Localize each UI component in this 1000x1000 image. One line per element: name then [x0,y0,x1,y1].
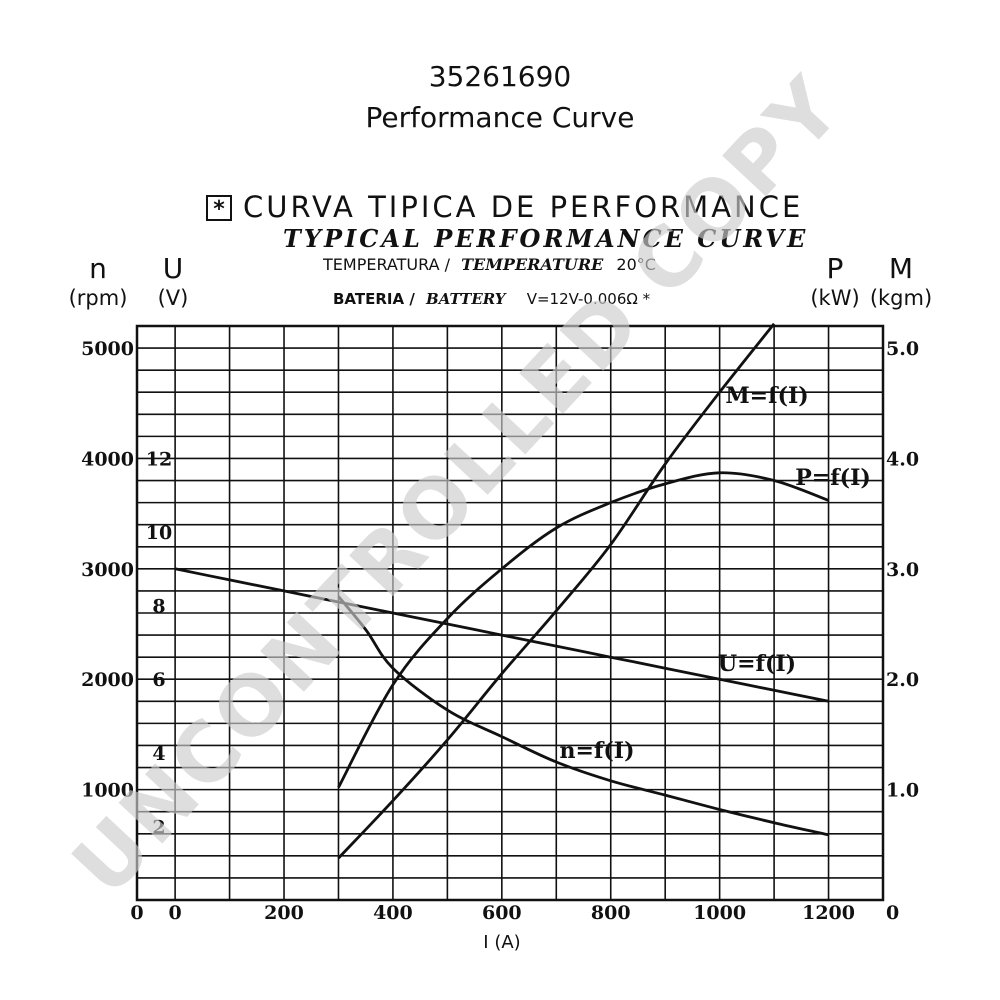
battery-label-pt: BATERIA / [333,290,415,308]
x-tick-label: 400 [373,902,413,924]
u-tick-label: 8 [152,596,165,618]
p-tick-label: 3.0 [886,559,919,581]
title-symbol-box: * [206,195,232,222]
chart-title-pt: CURVA TIPICA DE PERFORMANCE [243,190,803,224]
document-title: Performance Curve [365,101,635,134]
m-axis-unit: (kgm) [870,286,932,310]
n-tick-label: 4000 [81,448,134,470]
battery-line: BATERIA / BATTERY V=12V-0.006Ω * [333,290,651,308]
part-number: 35261690 [428,60,572,93]
x-axis-label: I (A) [483,932,520,953]
u-tick-label: 4 [152,743,165,765]
series-line-u [174,567,829,703]
temperature-value: 20°C [616,255,656,274]
plot-frame [135,324,885,902]
m-axis-symbol: M [889,252,913,285]
series-group: M=f(I) P=f(I) U=f(I) n=f(I) [174,322,871,860]
tick-labels: 0 200 400 600 800 1000 1200 0 1000 2000 3000 4000 50… [81,338,919,924]
x-tick-label: 800 [591,902,631,924]
p-axis-unit: (kW) [810,286,859,310]
n-tick-label: 5000 [81,338,134,360]
u-tick-label: 12 [146,448,172,470]
x-tick-label: 200 [264,902,304,924]
n-tick-label: 2000 [81,669,134,691]
u-axis-unit: (V) [158,286,189,310]
temperature-label-en: TEMPERATURE [461,255,604,274]
n-axis-unit: (rpm) [69,286,128,310]
chart-title-en: TYPICAL PERFORMANCE CURVE [283,224,808,253]
x-tick-label: 1000 [693,902,746,924]
p-tick-label: 2.0 [886,669,919,691]
x-tick-label: 1200 [802,902,855,924]
x-origin-label: 0 [130,902,143,924]
p-tick-label: 4.0 [886,448,919,470]
x-tick-label: 0 [168,902,181,924]
p-axis-symbol: P [827,252,844,285]
u-axis-symbol: U [163,252,184,285]
n-tick-label: 1000 [81,780,134,802]
series-line-p [337,471,829,789]
p-tick-label: 1.0 [886,780,919,802]
n-tick-label: 3000 [81,559,134,581]
x-tick-label: 600 [482,902,522,924]
temperature-line: TEMPERATURA / TEMPERATURE 20°C [322,255,656,274]
series-label-m: M=f(I) [725,383,808,409]
series-label-p: P=f(I) [795,465,871,491]
temperature-label-pt: TEMPERATURA / [322,255,451,274]
series-line-m [337,322,776,860]
p-tick-label: 5.0 [886,338,919,360]
n-axis-symbol: n [89,252,107,285]
series-label-u: U=f(I) [718,651,796,677]
u-tick-label: 2 [152,816,165,838]
u-tick-label: 6 [152,669,165,691]
title-symbol: * [213,197,225,222]
u-tick-label: 10 [146,522,172,544]
battery-label-en: BATTERY [425,290,507,308]
battery-value: V=12V-0.006Ω * [527,290,651,308]
p-zero-label: 0 [886,902,899,924]
grid [135,324,885,902]
series-label-n: n=f(I) [559,738,634,764]
series-line-n [337,595,829,837]
